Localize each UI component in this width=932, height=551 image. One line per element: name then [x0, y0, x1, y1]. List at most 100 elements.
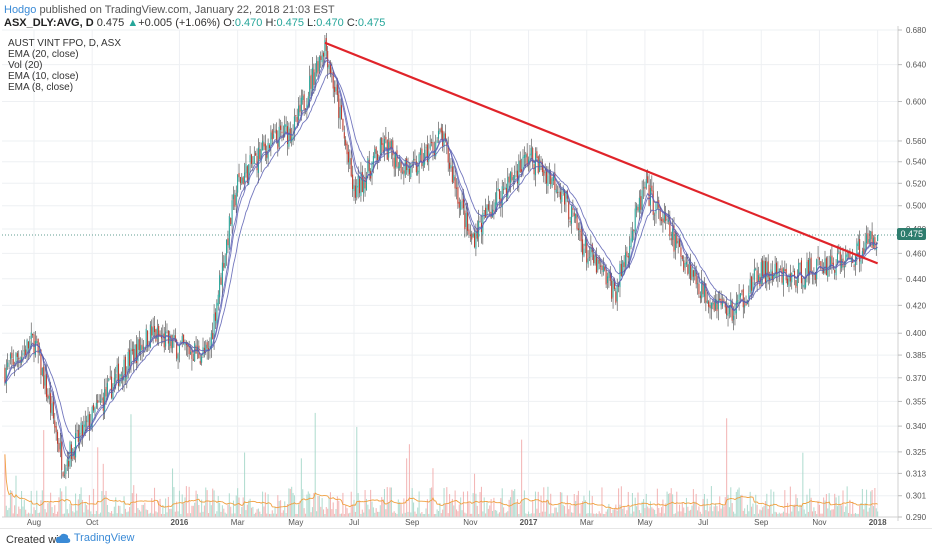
candle-body — [752, 282, 754, 293]
volume-bar — [156, 512, 158, 517]
candle-body — [5, 367, 7, 385]
legend-ema20[interactable]: EMA (20, close) — [8, 49, 79, 60]
volume-bar — [550, 493, 552, 517]
volume-bar — [45, 512, 48, 517]
author-link[interactable]: Hodgo — [4, 4, 37, 16]
volume-bar — [852, 501, 854, 517]
candle-body — [4, 367, 6, 384]
candle-body — [764, 261, 766, 284]
candle-body — [654, 214, 656, 216]
candle-body — [142, 346, 144, 350]
legend-ema10[interactable]: EMA (10, close) — [8, 71, 79, 82]
x-tick-label: 2016 — [171, 518, 189, 527]
candle-body — [288, 127, 290, 147]
volume-bar — [836, 506, 838, 517]
volume-bar — [730, 487, 732, 517]
candle-body — [335, 87, 337, 92]
volume-bar — [735, 491, 737, 517]
volume-bar — [87, 509, 89, 517]
candle-body — [178, 344, 180, 353]
legend-ema8[interactable]: EMA (8, close) — [8, 82, 74, 93]
volume-bar — [465, 513, 467, 517]
candle-body — [206, 342, 208, 349]
candle-body — [120, 373, 122, 377]
volume-bar — [295, 513, 297, 517]
volume-bar — [697, 510, 699, 517]
candle-body — [622, 260, 624, 277]
candle-body — [769, 277, 771, 280]
candle-body — [493, 209, 495, 212]
y-tick-label: 0.301 — [906, 492, 927, 501]
candle-body — [620, 263, 622, 276]
volume-bar — [774, 511, 776, 517]
candle-body — [300, 97, 302, 112]
volume-bar — [661, 507, 663, 517]
volume-bar — [50, 492, 52, 517]
candle-body — [436, 140, 438, 143]
legend-symbol-name[interactable]: AUST VINT FPO, D, ASX — [8, 38, 121, 49]
candle-body — [867, 233, 869, 245]
candle-body — [778, 268, 780, 271]
candle-body — [798, 263, 800, 274]
volume-bar — [393, 511, 395, 517]
candle-body — [192, 359, 194, 361]
candle-body — [117, 363, 120, 386]
candle-body — [63, 474, 66, 476]
volume-bar — [842, 490, 844, 517]
volume-bar — [751, 506, 753, 517]
candle-body — [582, 239, 584, 255]
candle-body — [134, 344, 136, 361]
candle-body — [444, 133, 446, 140]
candle-body — [788, 274, 790, 287]
candle-body — [598, 257, 600, 264]
volume-bar — [627, 491, 629, 517]
candle-body — [163, 333, 165, 348]
volume-bar — [792, 504, 794, 517]
candle-body — [69, 442, 71, 467]
volume-bar — [196, 494, 198, 517]
candle-body — [43, 366, 45, 389]
candle-body — [629, 246, 631, 261]
candle-body — [176, 339, 178, 359]
symbol-label[interactable]: ASX_DLY:AVG, D — [4, 17, 94, 29]
volume-bar — [437, 510, 440, 517]
volume-bar — [29, 513, 31, 517]
candle-body — [130, 348, 132, 364]
candle-body — [642, 187, 645, 189]
volume-bar — [137, 508, 139, 517]
candle-body — [828, 265, 830, 267]
volume-bar — [18, 506, 20, 517]
volume-bar — [845, 506, 847, 517]
volume-bar — [748, 511, 750, 517]
volume-bar — [634, 497, 636, 517]
volume-bar — [166, 512, 168, 517]
volume-bar — [338, 500, 340, 517]
candle-body — [663, 214, 665, 223]
volume-bar — [630, 513, 632, 517]
candle-body — [561, 194, 563, 202]
volume-bar — [809, 488, 811, 517]
volume-bar — [435, 513, 437, 517]
candle-body — [152, 327, 154, 336]
candle-body — [816, 259, 818, 280]
volume-bar — [410, 512, 412, 517]
candle-body — [777, 271, 779, 276]
legend-vol20[interactable]: Vol (20) — [8, 60, 43, 71]
candle-body — [760, 262, 762, 285]
candle-body — [631, 230, 633, 242]
volume-bar — [543, 487, 545, 517]
candle-body — [565, 191, 567, 202]
volume-bar — [561, 492, 563, 517]
volume-bar — [181, 494, 183, 517]
y-tick-label: 0.385 — [906, 351, 927, 360]
volume-bar — [658, 507, 660, 517]
volume-bar — [335, 509, 337, 517]
volume-bar — [565, 513, 567, 517]
volume-bar — [343, 513, 345, 517]
candle-body — [544, 171, 546, 174]
price-chart[interactable]: 0.6800.6400.6000.5600.5400.5200.5000.480… — [0, 0, 932, 528]
volume-bar — [699, 511, 701, 517]
candle-body — [849, 250, 851, 259]
candle-body — [818, 258, 820, 260]
tradingview-brand-link[interactable]: TradingView — [55, 532, 134, 544]
